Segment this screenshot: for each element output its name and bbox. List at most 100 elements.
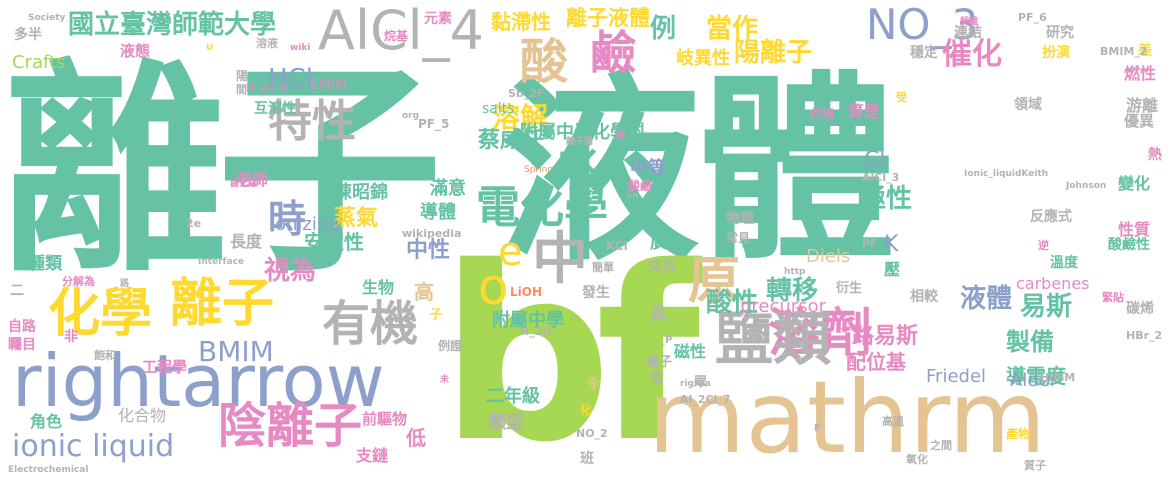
word: 非 [64,329,78,345]
word: 碳烯 [1126,301,1154,317]
word: 酸鹼 [628,179,653,193]
word: 酸 [520,34,569,90]
word: AlCl_3 [862,171,900,184]
word: BMIM_2 [1100,45,1148,58]
word: KCl [606,239,628,253]
word: 液體 [960,284,1013,314]
word: 岐異性 [676,48,730,69]
word: 磁性 [674,342,707,361]
word: 陽 [236,69,249,83]
word: Alder [1010,370,1058,391]
word: 自路 [8,319,36,335]
word: Society [28,13,66,23]
word: 令 [586,377,600,392]
word: 簡單 [592,261,614,274]
word: 有機 [322,296,419,352]
word: o [478,258,509,316]
word: wikipedia [402,227,462,240]
word: 連結 [954,25,982,41]
word: LiOH [510,285,543,299]
word: 例 [650,14,677,44]
word: 時 [268,197,307,241]
word: 質子 [1024,459,1046,472]
word: 低 [406,426,426,450]
word: 逆 [1038,239,1049,252]
word: 液態 [120,42,151,60]
word: 陰 [650,371,664,386]
word: AlCl_4 [318,0,485,62]
word: Ionic_liquidKeith [964,169,1049,179]
word: 反應式 [1030,209,1072,225]
word: 前驅物 [362,410,408,428]
word: H_2O [520,325,552,338]
word: Spring [524,165,554,175]
word: 老師 [236,170,269,189]
word: 液體 [500,55,896,288]
word: precursor [740,296,827,317]
word: 物理 [726,211,754,227]
word: 未 [440,375,450,385]
word: rightarrow [12,339,385,423]
word: 變化 [1118,174,1151,193]
word: 催化 [942,37,1002,72]
word: wiki [290,43,311,53]
word: 間 [236,83,247,96]
word: 領域 [1014,97,1042,113]
word: 高 [414,280,434,304]
word: 離子 [2,41,442,303]
word: Diels [806,246,851,267]
word: 溫度 [1050,255,1078,271]
word: e [498,229,523,275]
word: 長度 [230,232,263,251]
word: 電化學 [476,182,608,233]
word: 優異 [1124,112,1155,130]
word: 易斯 [1020,292,1073,322]
word: HMIM [1040,371,1076,384]
word: 受 [896,91,907,104]
word: EMIM [310,77,348,93]
word: 壓 [884,260,901,279]
word: ionic liquid [12,429,175,464]
word: BMIM [198,335,274,368]
word: NO_3 [866,0,979,49]
word: 之間 [930,439,952,452]
word: 廣 [650,232,668,253]
word: U [206,43,214,53]
word: righta [680,379,711,389]
word: 中性 [406,238,451,263]
word: K [884,232,899,257]
word: 極性 [860,184,913,214]
word: 離子液體 [566,6,650,30]
word: 高溫 [882,415,904,428]
word: Johnson [1066,181,1107,191]
word: 水 [558,138,601,187]
word: Al_2Cl_7 [680,393,731,406]
word: Cl [864,148,886,173]
word: NO_2 [576,427,608,440]
word: 陳昭錦 [334,182,388,203]
word: 眾 [694,375,708,390]
word: 交互 [648,259,676,275]
word: 角色 [30,412,63,431]
word: carbenes [1016,274,1090,293]
word: 矚目 [8,337,36,353]
word: 視為 [264,256,317,286]
word: 二年級 [486,386,540,407]
word: 離子團 [566,137,594,147]
word: 類型 [488,412,524,433]
word: 路 [120,279,130,289]
word: 2e [186,217,202,230]
word: 化學 [48,284,153,344]
word: 鹵化鋁 [230,179,258,189]
word: 鹼 [590,26,636,80]
word: 鹽類 [715,305,832,373]
word: 分解為 [62,275,95,288]
word: 原 [688,252,741,312]
word: Friedel [926,366,987,387]
word: 蔡威任 [478,128,545,153]
word: 滿意 [430,178,466,199]
word: 配位基 [846,350,906,374]
word: 陰離子 [218,398,363,454]
word: PF_6 [1018,11,1047,24]
word: 烷基 [384,29,409,43]
